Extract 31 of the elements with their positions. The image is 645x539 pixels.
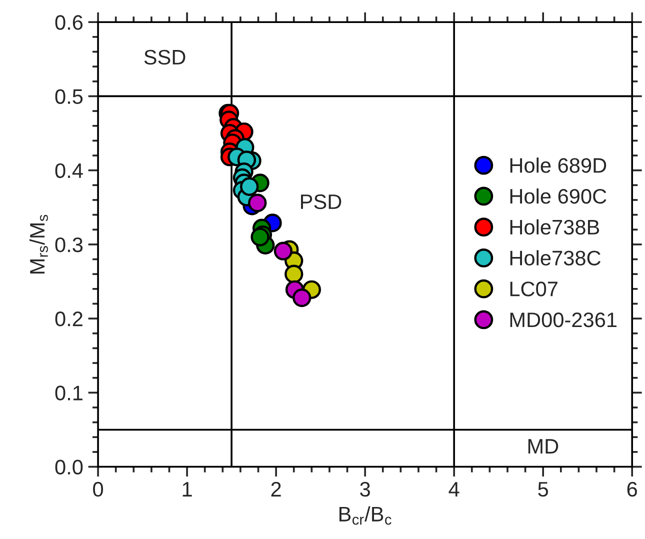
y-tick-label: 0.0 xyxy=(55,460,83,475)
annotation: SSD xyxy=(144,50,186,65)
y-axis-title: M$_{rs}$/M$_{s}$ xyxy=(29,214,48,274)
point xyxy=(248,194,267,212)
x-tick-label: 3 xyxy=(360,482,370,497)
y-tick-label: 0.2 xyxy=(55,312,82,326)
y-tick-label: 0.5 xyxy=(55,89,83,104)
annotation: MD xyxy=(528,439,558,454)
point xyxy=(284,264,304,284)
legend-label: Hole738B xyxy=(510,219,600,235)
y-tick-label: 0.3 xyxy=(55,237,83,252)
legend-label: Hole 689D xyxy=(510,158,606,173)
y-tick-label: 0.4 xyxy=(55,163,83,178)
x-tick-label: 4 xyxy=(448,482,460,496)
x-tick-label: 5 xyxy=(538,482,548,497)
x-tick-label: 2 xyxy=(271,482,281,496)
legend-label: Hole 690C xyxy=(510,188,606,204)
x-tick-label: 6 xyxy=(627,482,637,497)
point xyxy=(274,242,293,260)
x-axis-title: B$_{cr}$/B$_{c}$ xyxy=(339,506,392,525)
y-tick-label: 0.6 xyxy=(55,15,83,30)
point xyxy=(292,288,312,308)
y-tick-label: 0.1 xyxy=(55,386,82,400)
point xyxy=(240,177,259,196)
point xyxy=(250,228,270,246)
annotation: PSD xyxy=(301,194,342,210)
legend-label: Hole738C xyxy=(510,250,601,266)
legend-label: MD00-2361 xyxy=(510,312,617,328)
x-tick-label: 1 xyxy=(182,482,192,496)
legend-label: LC07 xyxy=(510,282,558,296)
x-tick-label: 0 xyxy=(93,482,104,497)
